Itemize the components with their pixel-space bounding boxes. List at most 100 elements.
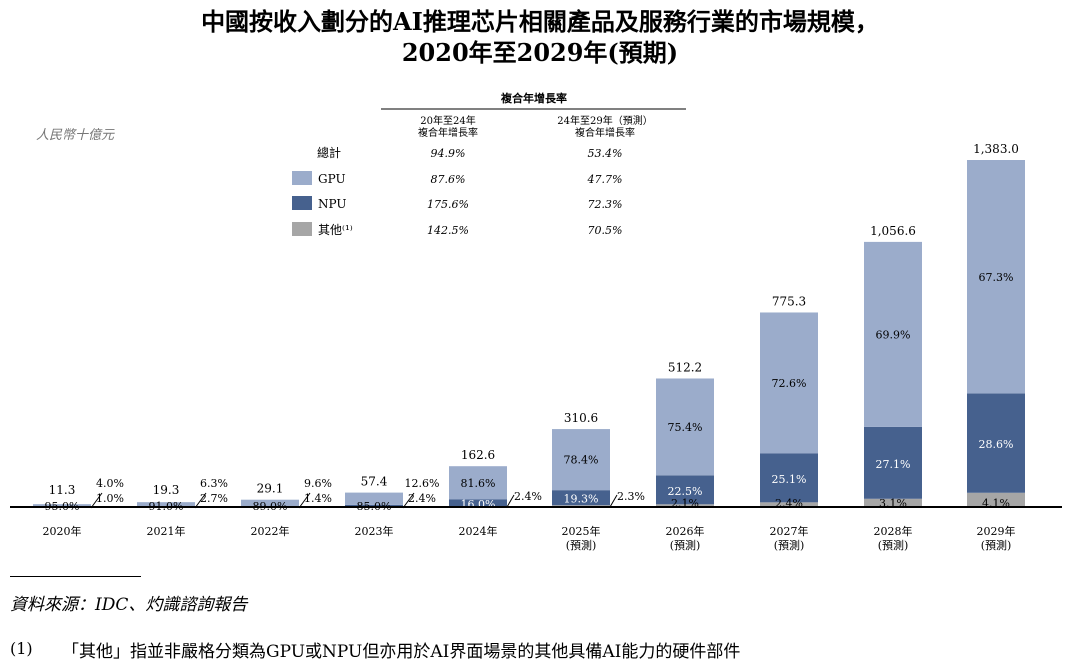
bar-other-7 [760, 502, 818, 507]
other-share-label-6: 2.1% [671, 497, 699, 510]
other-share-label-2: 1.4% [304, 492, 332, 505]
category-label-5-1: (預測) [566, 538, 597, 552]
unit-label: 人民幣十億元 [36, 128, 115, 143]
bar-other-8 [864, 498, 922, 507]
legend-swatch-1 [292, 171, 312, 185]
cagr-value-2024-2029-2: 72.3% [588, 198, 623, 211]
bar-gpu-9 [967, 160, 1025, 394]
footnote-number: (1) [10, 639, 33, 658]
label-connector-5 [609, 494, 618, 508]
chart-title: 中國按收入劃分的AI推理芯片相關產品及服務行業的市場規模， 2020年至2029… [0, 6, 1080, 68]
bar-gpu-7 [760, 312, 818, 454]
legend-label-3: 其他⁽¹⁾ [318, 223, 353, 237]
npu-share-label-7: 25.1% [772, 473, 807, 486]
total-label-3: 57.4 [361, 475, 388, 489]
bar-npu-6 [656, 475, 714, 505]
category-label-8-1: (預測) [878, 538, 909, 552]
cagr-value-2020-2024-0: 94.9% [431, 147, 466, 160]
npu-share-label-2: 9.6% [304, 477, 332, 490]
gpu-share-label-7: 72.6% [772, 377, 807, 390]
bar-gpu-2 [241, 499, 299, 507]
npu-share-label-1: 6.3% [200, 477, 228, 490]
npu-share-label-8: 27.1% [876, 458, 911, 471]
bar-npu-4 [449, 499, 507, 507]
bar-gpu-3 [345, 492, 403, 505]
category-label-0-0: 2020年 [43, 524, 82, 538]
category-label-6-1: (預測) [670, 538, 701, 552]
cagr-value-2020-2024-2: 175.6% [427, 198, 469, 211]
total-label-0: 11.3 [49, 483, 76, 497]
bar-npu-3 [345, 504, 403, 507]
label-connector-4 [506, 494, 515, 508]
gpu-share-label-4: 81.6% [461, 477, 496, 490]
label-connector-1 [194, 492, 207, 509]
footnote-divider [10, 576, 141, 577]
npu-share-label-4: 16.0% [461, 498, 496, 511]
total-label-2: 29.1 [257, 482, 284, 496]
legend-label-1: GPU [318, 172, 346, 186]
bar-gpu-6 [656, 378, 714, 476]
category-label-8-0: 2028年 [874, 524, 913, 538]
gpu-share-label-5: 78.4% [564, 454, 599, 467]
other-share-label-5: 2.3% [617, 490, 645, 503]
category-label-7-0: 2027年 [770, 524, 809, 538]
bar-gpu-0 [33, 504, 91, 507]
other-share-label-1: 2.7% [200, 492, 228, 505]
category-label-9-1: (預測) [981, 538, 1012, 552]
gpu-share-label-6: 75.4% [668, 421, 703, 434]
legend-swatch-2 [292, 196, 312, 210]
bar-gpu-8 [864, 241, 922, 427]
npu-share-label-6: 22.5% [668, 485, 703, 498]
source-note: 資料來源：IDC、灼識諮詢報告 [10, 595, 248, 615]
other-share-label-4: 2.4% [514, 490, 542, 503]
total-label-5: 310.6 [564, 411, 598, 425]
bar-npu-7 [760, 453, 818, 503]
bar-gpu-4 [449, 466, 507, 500]
npu-share-label-5: 19.3% [564, 493, 599, 506]
chart-title-line2: 2020年至2029年(預期) [401, 38, 679, 67]
category-label-6-0: 2026年 [666, 524, 705, 538]
bar-other-6 [656, 504, 714, 507]
npu-share-label-3: 12.6% [405, 477, 440, 490]
total-label-7: 775.3 [772, 294, 806, 308]
footnote-text: 「其他」指並非嚴格分類為GPU或NPU但亦用於AI界面場景的其他具備AI能力的硬… [62, 642, 741, 662]
other-share-label-3: 2.4% [408, 492, 436, 505]
cagr-value-2024-2029-1: 47.7% [587, 173, 623, 186]
cagr-col1-label-line1: 20年至24年 [420, 114, 475, 127]
category-label-9-0: 2029年 [977, 524, 1016, 538]
legend-label-2: NPU [318, 197, 346, 211]
category-label-5-0: 2025年 [562, 524, 601, 538]
chart-title-line1: 中國按收入劃分的AI推理芯片相關產品及服務行業的市場規模， [201, 7, 879, 36]
total-label-4: 162.6 [461, 448, 495, 462]
label-connector-2 [298, 492, 311, 509]
bar-npu-5 [552, 490, 610, 506]
total-label-1: 19.3 [153, 483, 180, 497]
total-label-6: 512.2 [668, 360, 702, 374]
label-connector-0 [90, 492, 103, 509]
cagr-value-2020-2024-1: 87.6% [431, 173, 466, 186]
cagr-value-2024-2029-3: 70.5% [588, 224, 623, 237]
total-label-8: 1,056.6 [870, 224, 916, 238]
bar-gpu-5 [552, 429, 610, 491]
gpu-share-label-9: 67.3% [979, 271, 1014, 284]
other-share-label-7: 2.4% [775, 497, 803, 510]
npu-share-label-9: 28.6% [979, 438, 1014, 451]
category-label-7-1: (預測) [774, 538, 805, 552]
bar-npu-8 [864, 426, 922, 499]
bar-npu-9 [967, 393, 1025, 493]
category-label-4-0: 2024年 [459, 524, 498, 538]
bar-gpu-1 [137, 502, 195, 507]
other-share-label-9: 4.1% [982, 497, 1010, 510]
category-label-1-0: 2021年 [147, 524, 186, 538]
other-share-label-0: 1.0% [96, 492, 124, 505]
other-share-label-8: 3.1% [879, 497, 907, 510]
cagr-header: 複合年增長率 [500, 91, 567, 105]
legend-swatch-3 [292, 222, 312, 236]
total-label-9: 1,383.0 [973, 142, 1019, 156]
label-connector-3 [402, 492, 415, 509]
category-label-2-0: 2022年 [251, 524, 290, 538]
gpu-share-label-8: 69.9% [876, 328, 911, 341]
legend-label-0: 總計 [317, 145, 341, 160]
bar-other-9 [967, 492, 1025, 507]
